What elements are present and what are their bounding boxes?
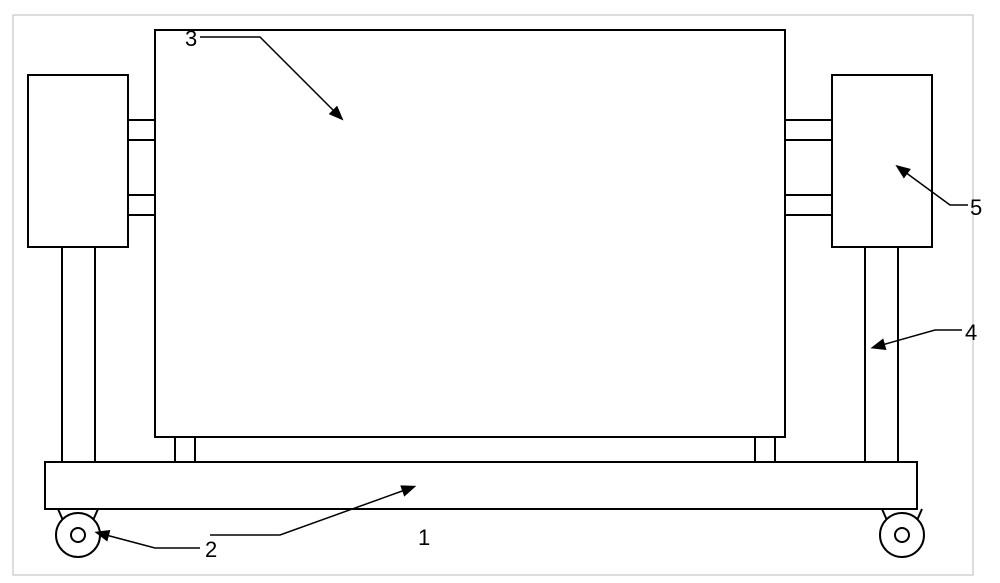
right-connector-top xyxy=(785,120,832,140)
diagram-canvas xyxy=(0,0,1000,583)
wheel-right xyxy=(880,509,924,557)
right-connector-bottom xyxy=(785,195,832,215)
left-leg xyxy=(62,247,95,462)
label-2: 2 xyxy=(205,537,217,563)
label-3: 3 xyxy=(185,26,197,52)
label-5: 5 xyxy=(970,195,982,221)
label-1: 1 xyxy=(418,525,430,551)
main-box xyxy=(155,30,785,437)
leader-2 xyxy=(106,535,200,548)
wheel-left xyxy=(56,509,100,557)
left-connector-bottom xyxy=(128,195,155,215)
right-leg xyxy=(865,247,898,462)
left-connector-top xyxy=(128,120,155,140)
left-base-stub xyxy=(175,437,195,462)
right-base-stub xyxy=(755,437,775,462)
right-block xyxy=(832,75,932,247)
left-block xyxy=(28,75,128,247)
base-bar xyxy=(45,462,917,509)
label-4: 4 xyxy=(965,320,977,346)
